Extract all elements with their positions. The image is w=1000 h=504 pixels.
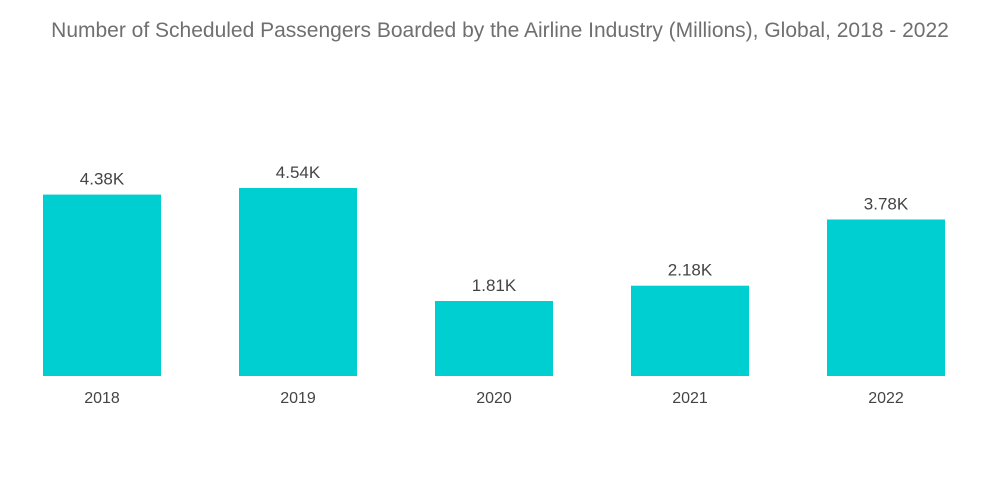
x-tick-label-2022: 2022 — [868, 390, 904, 407]
chart-title: Number of Scheduled Passengers Boarded b… — [51, 19, 949, 42]
bar-2018 — [43, 194, 161, 376]
bar-2019 — [239, 188, 357, 376]
bar-2021 — [631, 285, 749, 376]
x-tick-label-2018: 2018 — [84, 390, 120, 407]
x-tick-label-2019: 2019 — [280, 390, 316, 407]
data-label-2019: 4.54K — [276, 163, 321, 182]
data-labels-group: 4.38K 4.54K 1.81K 2.18K 3.78K — [80, 163, 909, 295]
data-label-2020: 1.81K — [472, 276, 517, 295]
data-label-2022: 3.78K — [864, 195, 909, 214]
data-label-2021: 2.18K — [668, 261, 713, 280]
bars-group — [43, 188, 945, 376]
data-label-2018: 4.38K — [80, 170, 125, 189]
x-axis-ticks-group: 2018 2019 2020 2021 2022 — [84, 390, 904, 407]
bar-2022 — [827, 219, 945, 376]
x-tick-label-2020: 2020 — [476, 390, 512, 407]
bar-2020 — [435, 301, 553, 376]
x-tick-label-2021: 2021 — [672, 390, 708, 407]
